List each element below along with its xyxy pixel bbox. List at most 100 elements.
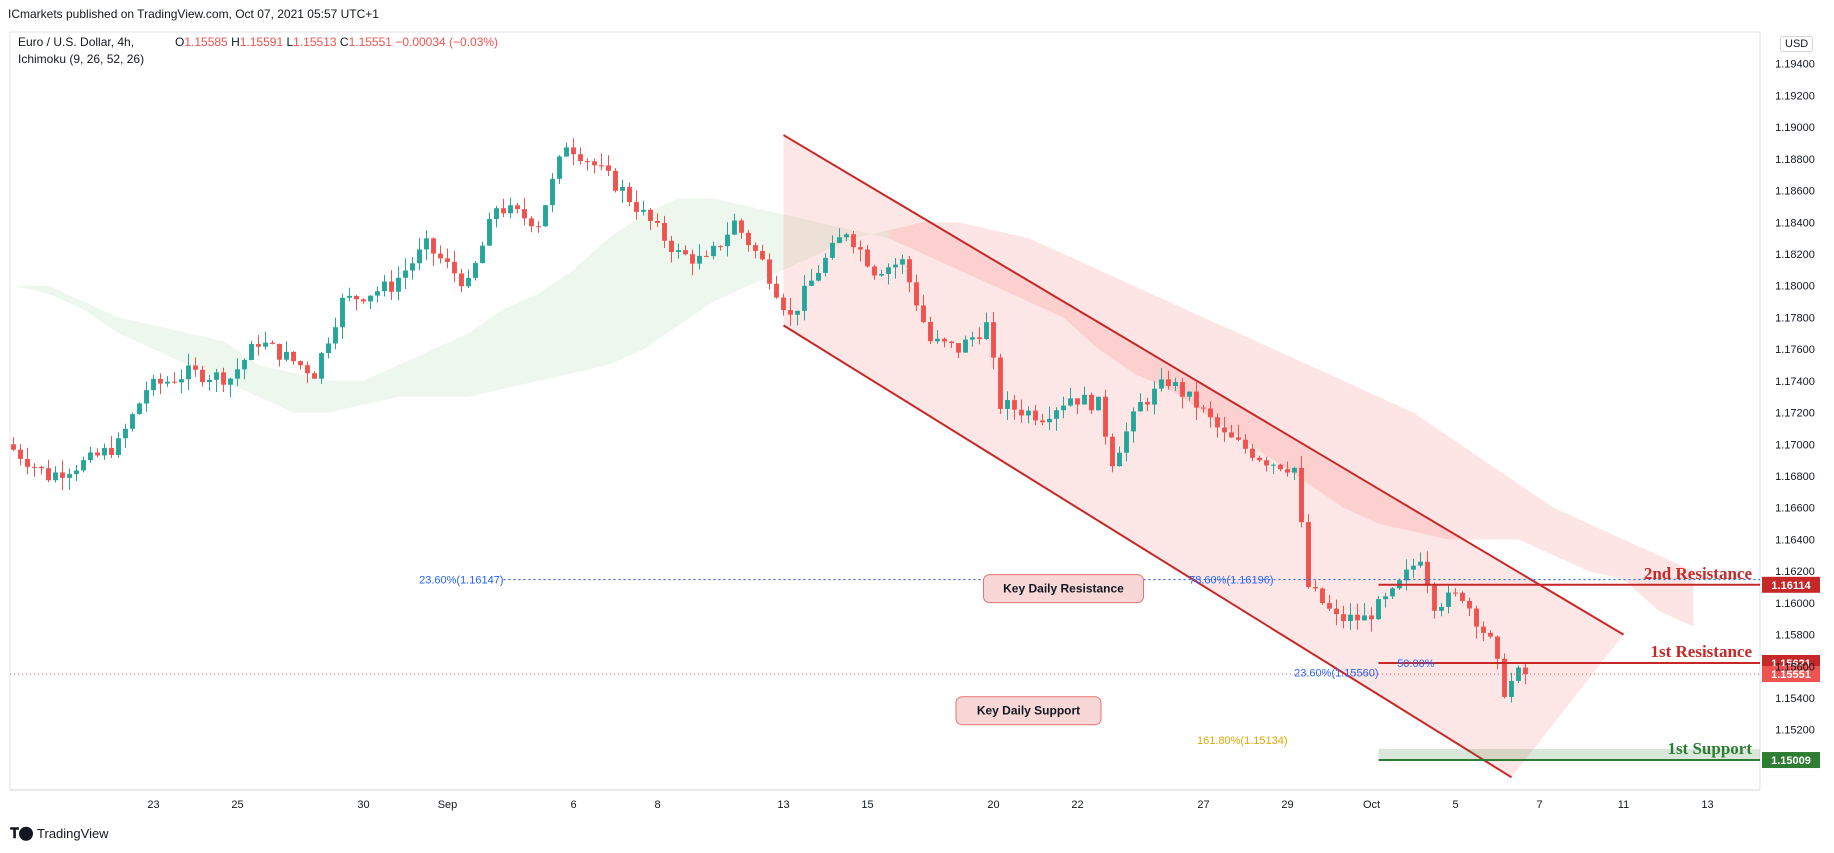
fib-label: 78.60%(1.16196) — [1189, 575, 1273, 587]
candle-body — [1495, 636, 1500, 659]
candle-body — [970, 337, 975, 340]
candle-body — [550, 178, 555, 206]
candle-body — [102, 447, 107, 456]
candle-body — [81, 460, 86, 471]
candle-body — [718, 245, 723, 247]
candle-body — [270, 342, 275, 344]
candle-body — [1285, 469, 1290, 473]
candle-body — [1334, 608, 1339, 615]
channel-upper-line — [782, 134, 1625, 636]
candle-body — [116, 438, 121, 455]
candle-body — [60, 472, 65, 478]
candle-body — [1453, 592, 1458, 594]
candle-body — [1082, 394, 1087, 405]
candle-body — [1166, 379, 1171, 387]
candle-body — [172, 381, 177, 383]
x-tick-label: 25 — [231, 799, 243, 811]
candle-body — [298, 361, 303, 366]
cloud-segment — [188, 333, 224, 381]
candle-body — [1061, 405, 1066, 411]
candle-body — [354, 295, 359, 300]
candle-body — [984, 322, 989, 339]
candle-body — [1117, 452, 1122, 467]
candle-body — [837, 237, 842, 243]
y-tick-label: 1.15600 — [1775, 661, 1815, 673]
cloud-segment — [1098, 269, 1134, 373]
candle-body — [1411, 565, 1416, 570]
levels: 2nd Resistance 1.16114 1st Resistance 1.156… — [10, 564, 1820, 769]
cloud-segment — [1413, 412, 1449, 540]
cloud-segment — [993, 230, 1029, 302]
x-tick-label: 5 — [1452, 799, 1458, 811]
candle-body — [375, 291, 380, 296]
price-tag — [1762, 576, 1820, 593]
candle-body — [1467, 600, 1472, 609]
candle-body — [739, 220, 744, 233]
candle-body — [851, 234, 856, 248]
candle-body — [991, 322, 996, 358]
ichimoku-cloud — [13, 198, 1694, 627]
candle-body — [1124, 431, 1129, 453]
cloud-segment — [608, 214, 644, 366]
x-tick-label: 6 — [570, 799, 576, 811]
candle-body — [564, 147, 569, 157]
candle-body — [1103, 396, 1108, 437]
candle-body — [1250, 448, 1255, 458]
cloud-segment — [1448, 436, 1484, 540]
cloud-segment — [1063, 254, 1099, 350]
candle-body — [1236, 437, 1241, 440]
candle-body — [186, 365, 191, 380]
candle-body — [1523, 667, 1528, 675]
x-tick-label: 7 — [1536, 799, 1542, 811]
candle-body — [473, 263, 478, 278]
currency-button[interactable]: USD — [1780, 36, 1814, 52]
cloud-segment — [1658, 555, 1694, 627]
candle-body — [1194, 391, 1199, 408]
candle-body — [732, 220, 737, 235]
cloud-segment — [853, 230, 889, 239]
tradingview-icon: 𝐓⬤ — [10, 825, 34, 841]
candle-body — [137, 403, 142, 415]
candle-body — [1418, 561, 1423, 566]
candle-body — [816, 272, 821, 281]
cloud-segment — [818, 222, 854, 255]
candle-body — [1488, 632, 1493, 637]
candle-body — [158, 378, 163, 384]
candle-body — [921, 305, 926, 323]
candle-body — [1012, 400, 1017, 410]
y-tick-label: 1.16000 — [1775, 598, 1815, 610]
candle-body — [865, 249, 870, 267]
candle-body — [179, 379, 184, 383]
candle-body — [690, 254, 695, 264]
candle-body — [543, 205, 548, 227]
candle-body — [1068, 398, 1073, 406]
cloud-segment — [258, 365, 294, 413]
x-tick-label: 13 — [1701, 799, 1713, 811]
candle-body — [144, 390, 149, 404]
tradingview-logo[interactable]: 𝐓⬤ TradingView — [10, 825, 109, 842]
candle-body — [1271, 464, 1276, 466]
candle-body — [627, 187, 632, 203]
candle-body — [508, 205, 513, 214]
cloud-segment — [48, 285, 84, 310]
candle-body — [347, 295, 352, 298]
candle-body — [977, 337, 982, 339]
callout-label: Key Daily Resistance — [1003, 582, 1124, 596]
candle-body — [1131, 411, 1136, 432]
candle-body — [746, 232, 751, 246]
candle-body — [893, 264, 898, 268]
x-tick-label: 23 — [147, 799, 159, 811]
level-label: 1st Support — [1667, 739, 1752, 758]
candle-body — [1383, 596, 1388, 600]
candle-body — [501, 208, 506, 214]
candle-body — [46, 468, 51, 481]
candle-body — [1159, 379, 1164, 389]
candle-body — [200, 369, 205, 383]
candle-body — [557, 156, 562, 179]
fib-label: 50.00% — [1397, 658, 1435, 670]
candle-body — [25, 458, 30, 467]
candle-body — [998, 357, 1003, 409]
price-tag — [1762, 752, 1820, 769]
candle-body — [571, 147, 576, 155]
